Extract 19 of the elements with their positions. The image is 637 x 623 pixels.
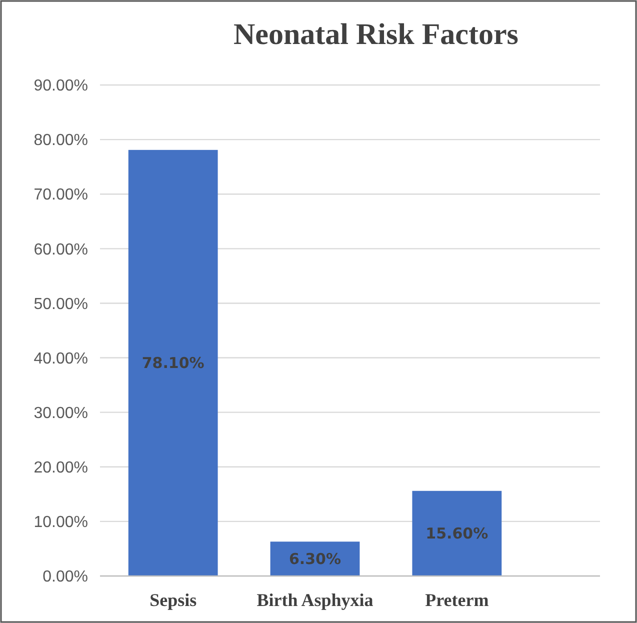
y-tick-label: 50.00%: [34, 296, 88, 313]
data-label: 78.10%: [142, 354, 204, 372]
data-label: 6.30%: [288, 550, 342, 568]
y-tick-label: 60.00%: [34, 241, 88, 258]
x-tick-label: Preterm: [425, 590, 489, 610]
y-tick-label: 90.00%: [34, 78, 88, 95]
data-label: 15.60%: [426, 524, 488, 543]
y-tick-label: 0.00%: [42, 568, 88, 586]
y-tick-label: 20.00%: [34, 459, 88, 476]
x-tick-label: Birth Asphyxia: [256, 590, 374, 610]
bar: [128, 150, 218, 576]
bar: [412, 490, 502, 576]
y-tick-label: 10.00%: [34, 514, 88, 532]
chart-title: Neonatal Risk Factors: [234, 18, 518, 51]
x-tick-label: Sepsis: [150, 590, 197, 610]
y-tick-label: 70.00%: [34, 186, 88, 204]
y-tick-label: 30.00%: [34, 404, 88, 422]
y-tick-label: 80.00%: [34, 132, 88, 150]
y-tick-label: 40.00%: [34, 350, 88, 368]
